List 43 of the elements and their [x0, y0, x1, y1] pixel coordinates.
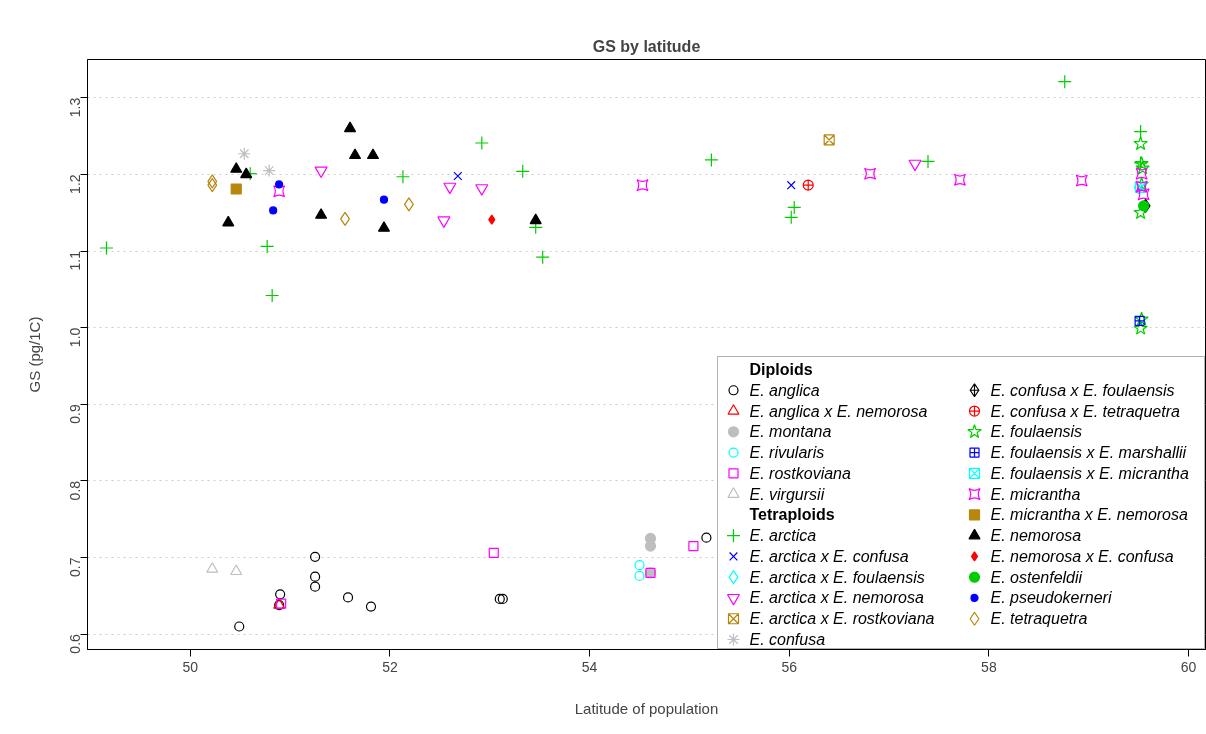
text: Diploids: [749, 361, 813, 378]
legend-label: E. confusa: [749, 631, 826, 649]
x-tick-label: 60: [1180, 658, 1197, 675]
legend-label: E. foulaensis: [990, 423, 1083, 441]
y-tick-label: 0.9: [67, 404, 84, 424]
y-tick-label: 1.3: [67, 97, 84, 118]
legend-label: E. anglica: [749, 381, 820, 399]
legend-label: E. foulaensis x E. marshallii: [990, 444, 1187, 462]
legend-label: E. montana: [749, 423, 832, 441]
y-tick-label: 1.2: [67, 174, 84, 194]
y-axis-title: GS (pg/1C): [25, 316, 43, 393]
y-tick-label: 1.1: [67, 250, 84, 271]
legend-label: E. rivularis: [749, 444, 825, 462]
x-tick-label: 58: [981, 658, 997, 675]
y-tick-label: 0.6: [67, 633, 84, 654]
x-tick-label: 52: [382, 658, 398, 675]
y-tick-label: 1.0: [67, 327, 84, 348]
legend-label: E. micrantha x E. nemorosa: [990, 506, 1189, 524]
legend-label: E. confusa x E. foulaensis: [990, 381, 1175, 399]
y-tick-label: 0.8: [67, 480, 84, 501]
y-tick-label: 0.7: [67, 557, 84, 578]
legend-label: E. arctica x E. foulaensis: [749, 568, 925, 586]
legend-label: E. arctica x E. confusa: [749, 547, 909, 565]
legend-label: E. foulaensis x E. micrantha: [990, 464, 1189, 482]
legend-label: E. virgursii: [749, 485, 825, 503]
x-tick-label: 56: [781, 658, 798, 675]
legend-label: E. anglica x E. nemorosa: [749, 402, 928, 420]
legend-label: E. arctica: [749, 527, 817, 545]
chart-title: GS by latitude: [592, 37, 701, 55]
x-tick-label: 54: [581, 658, 598, 675]
legend-label: E. tetraquetra: [990, 610, 1088, 628]
legend-label: E. arctica x E. rostkoviana: [749, 610, 935, 628]
x-tick-label: 50: [182, 658, 199, 675]
legend-label: E. rostkoviana: [749, 464, 851, 482]
legend-label: E. nemorosa: [990, 527, 1082, 545]
legend-label: E. confusa x E. tetraquetra: [990, 402, 1181, 420]
legend-label: E. arctica x E. nemorosa: [749, 589, 924, 607]
legend-label: E. ostenfeldii: [990, 568, 1083, 586]
legend-label: E. nemorosa x E. confusa: [990, 547, 1174, 565]
text: Tetraploids: [749, 506, 835, 524]
legend-label: E. pseudokerneri: [990, 589, 1112, 607]
legend-label: E. micrantha: [990, 485, 1081, 503]
x-axis-title: Latitude of population: [574, 699, 719, 717]
